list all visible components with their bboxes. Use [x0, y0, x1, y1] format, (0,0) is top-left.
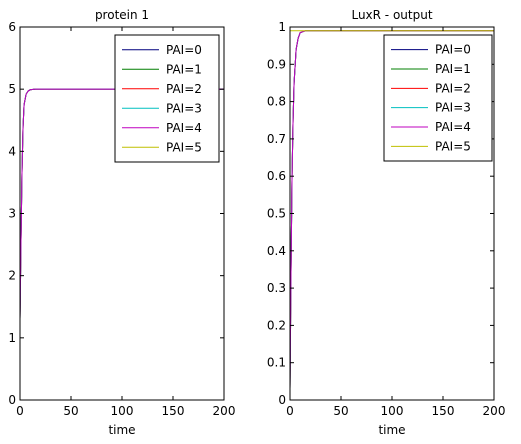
legend-entry-label: PAI=0 [435, 43, 471, 57]
chart-panel-1: protein 10 50 100 150 2000123456timePAI=0PAI… [8, 8, 235, 437]
y-tick-label: 0.1 [267, 356, 286, 370]
y-tick-label: 5 [8, 82, 16, 96]
x-tick-label: 0 [16, 404, 24, 418]
y-tick-label: 4 [8, 144, 16, 158]
legend-box [383, 34, 493, 162]
legend-entry-label: PAI=3 [166, 101, 202, 115]
y-tick-label: 0.2 [267, 318, 286, 332]
y-tick-label: 0 [8, 393, 16, 407]
x-tick-label: 0 [286, 404, 294, 418]
y-tick-label: 0.9 [267, 57, 286, 71]
legend-entry-label: PAI=2 [166, 82, 202, 96]
legend-entry-label: PAI=4 [166, 121, 202, 135]
x-tick-label: 50 [333, 404, 348, 418]
legend-entry-label: PAI=3 [435, 101, 471, 115]
y-tick-label: 0.7 [267, 132, 286, 146]
x-tick-label: 50 [63, 404, 78, 418]
y-tick-label: 6 [8, 20, 16, 34]
x-axis-label: time [378, 423, 405, 437]
x-axis-label: time [108, 423, 135, 437]
chart-title: protein 1 [95, 8, 149, 22]
legend-entry-label: PAI=5 [435, 139, 471, 153]
series-layer [20, 88, 224, 400]
legend: PAI=0 PAI=1 PAI=2 PAI=3 PAI=4 PAI=5 [114, 34, 220, 163]
legend: PAI=0 PAI=1 PAI=2 PAI=3 PAI=4 PAI=5 [383, 34, 493, 162]
y-tick-label: 1 [278, 20, 286, 34]
y-tick-label: 0.5 [267, 207, 286, 221]
x-tick-label: 150 [162, 404, 185, 418]
legend-entry-label: PAI=4 [435, 120, 471, 134]
legend-entry-label: PAI=2 [435, 81, 471, 95]
y-tick-label: 0.3 [267, 281, 286, 295]
legend-box [114, 34, 220, 163]
x-tick-label: 200 [213, 404, 236, 418]
x-tick-label: 150 [432, 404, 455, 418]
y-tick-label: 0.8 [267, 95, 286, 109]
chart-title: LuxR - output [351, 8, 432, 22]
y-tick-label: 0.4 [267, 244, 286, 258]
y-tick-label: 3 [8, 207, 16, 221]
y-tick-label: 1 [8, 331, 16, 345]
x-tick-label: 100 [381, 404, 404, 418]
y-tick-label: 2 [8, 269, 16, 283]
chart-panel-2: LuxR - output 0 50 100 150 200 0 0.1 0.2 0.3 0.4 0.… [267, 8, 506, 437]
legend-entry-label: PAI=5 [166, 140, 202, 154]
y-tick-label: 0 [278, 393, 286, 407]
legend-entry-label: PAI=1 [166, 62, 202, 76]
x-tick-label: 100 [111, 404, 134, 418]
series-line-pai-4 [20, 88, 224, 320]
legend-entry-label: PAI=0 [166, 43, 202, 57]
legend-entry-label: PAI=1 [435, 62, 471, 76]
y-tick-label: 0.6 [267, 169, 286, 183]
x-tick-label: 200 [483, 404, 506, 418]
